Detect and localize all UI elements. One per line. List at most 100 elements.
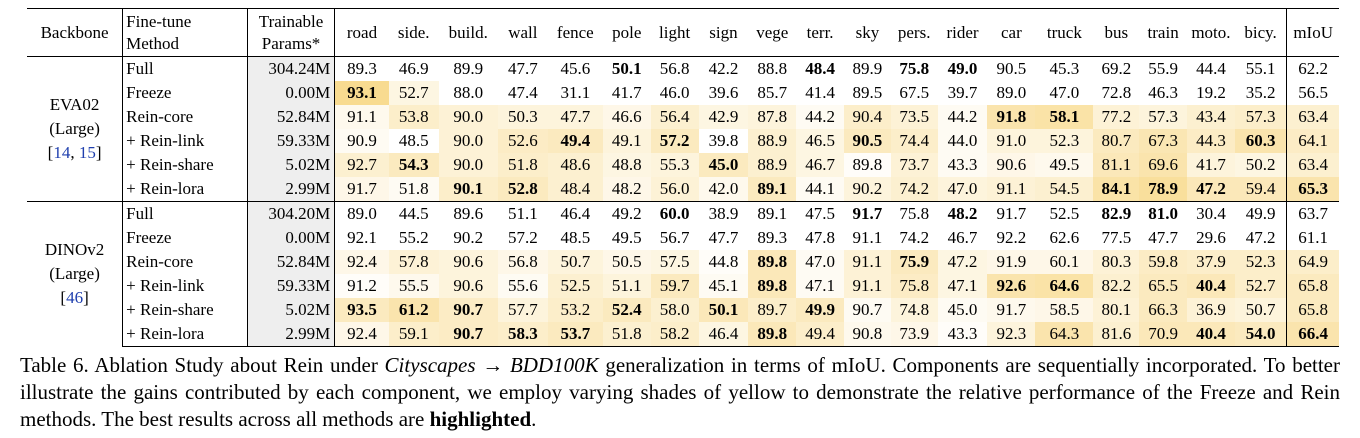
method-cell: Full [122, 56, 248, 81]
value-cell: 52.3 [1035, 129, 1094, 153]
cell-value: 89.7 [757, 300, 788, 319]
cell-value: 55.9 [1148, 59, 1178, 78]
cell-value: 73.7 [899, 155, 930, 174]
cell-value: 57.2 [659, 131, 690, 150]
cell-value: 59.1 [398, 324, 429, 343]
value-cell: 90.0 [438, 153, 498, 177]
cell-value: 49.5 [611, 228, 642, 247]
cell-value: 45.0 [947, 300, 978, 319]
miou-value: 65.3 [1298, 179, 1329, 198]
cell-value: 48.2 [947, 204, 978, 223]
cell-value: 64.6 [1049, 276, 1080, 295]
cell-value: 89.6 [453, 204, 484, 223]
cell-value: 54.3 [398, 155, 429, 174]
cell-value: 58.5 [1049, 300, 1080, 319]
table-row: + Rein-share 5.02M 92.7 54.3 90.0 51.8 48.6 48.… [27, 153, 1339, 177]
backbone-citation: [46] [60, 288, 88, 307]
citation-link[interactable]: 46 [66, 288, 84, 308]
citation-link[interactable]: 14 [53, 143, 71, 162]
cell-value: 47.0 [1049, 83, 1080, 102]
table-row: Rein-core 52.84M 91.1 53.8 90.0 50.3 47.7 46.6 5… [27, 105, 1339, 129]
value-cell: 55.5 [388, 274, 439, 298]
cell-value: 91.1 [852, 252, 883, 271]
cell-value: 53.8 [398, 107, 429, 126]
miou-cell: 56.5 [1287, 81, 1339, 105]
caption-body: generalization in terms of mIoU. Compone… [20, 353, 1340, 431]
value-cell: 81.0 [1139, 201, 1188, 226]
value-cell: 75.8 [890, 201, 938, 226]
value-cell: 59.4 [1234, 177, 1288, 202]
value-cell: 90.5 [987, 57, 1035, 82]
value-cell: 46.5 [796, 129, 845, 153]
value-cell: 91.1 [844, 274, 891, 298]
cell-value: 89.1 [757, 204, 788, 223]
value-cell: 53.2 [547, 298, 603, 322]
cell-value: 54.0 [1245, 324, 1276, 343]
cell-value: 57.5 [659, 252, 690, 271]
miou-value: 65.8 [1298, 276, 1329, 295]
value-cell: 46.6 [602, 105, 651, 129]
cell-value: 42.2 [708, 59, 739, 78]
value-cell: 44.4 [1187, 57, 1235, 82]
caption-source-domain: Cityscapes [384, 353, 476, 377]
value-cell: 44.3 [1187, 129, 1235, 153]
cell-value: 59.7 [659, 276, 690, 295]
cell-value: 50.2 [1245, 155, 1276, 174]
cell-value: 80.7 [1101, 131, 1132, 150]
value-cell: 48.6 [547, 153, 603, 177]
header-class: side. [388, 8, 439, 57]
value-cell: 89.8 [748, 250, 797, 274]
miou-cell: 61.1 [1287, 226, 1339, 250]
miou-value: 64.9 [1298, 252, 1329, 271]
backbone-name: DINOv2 [44, 240, 105, 260]
value-cell: 90.8 [844, 322, 891, 347]
results-table-container: Backbone Fine-tune Method Trainable Para… [27, 8, 1339, 347]
value-cell: 78.9 [1139, 177, 1188, 202]
value-cell: 46.0 [651, 81, 699, 105]
value-cell: 91.0 [987, 129, 1036, 153]
value-cell: 92.4 [334, 322, 389, 347]
cell-value: 84.1 [1101, 179, 1132, 198]
cell-value: 67.5 [899, 83, 930, 102]
value-cell: 89.6 [438, 201, 498, 226]
cell-value: 50.5 [611, 252, 642, 271]
cell-value: 57.8 [398, 252, 429, 271]
value-cell: 42.0 [698, 177, 749, 202]
cell-value: 52.7 [398, 83, 429, 102]
header-class: fence [547, 8, 603, 57]
cell-value: 77.5 [1101, 228, 1132, 247]
value-cell: 44.8 [698, 250, 749, 274]
value-cell: 49.2 [602, 201, 651, 226]
value-cell: 43.3 [937, 322, 988, 347]
value-cell: 50.2 [1234, 153, 1288, 177]
value-cell: 49.0 [938, 57, 988, 82]
value-cell: 49.1 [602, 129, 651, 153]
value-cell: 89.1 [748, 177, 797, 202]
method-cell: + Rein-lora [122, 177, 248, 202]
value-cell: 89.3 [748, 226, 796, 250]
cell-value: 91.1 [852, 276, 883, 295]
citation-link[interactable]: 15 [78, 143, 96, 162]
table-row: + Rein-lora 2.99M 92.4 59.1 90.7 58.3 53.7 51.8… [27, 322, 1339, 347]
params-cell: 2.99M [247, 177, 336, 202]
header-class: bus [1093, 8, 1140, 57]
cell-value: 90.8 [852, 324, 883, 343]
cell-value: 48.5 [560, 228, 591, 247]
value-cell: 50.7 [547, 250, 603, 274]
cell-value: 81.1 [1101, 155, 1132, 174]
cell-value: 80.1 [1101, 300, 1132, 319]
value-cell: 90.1 [438, 177, 498, 202]
header-class: wall [497, 8, 548, 57]
cell-value: 44.2 [805, 107, 835, 126]
cell-value: 90.1 [453, 179, 484, 198]
value-cell: 91.1 [844, 226, 891, 250]
cell-value: 52.4 [611, 300, 642, 319]
cell-value: 44.2 [947, 107, 978, 126]
value-cell: 48.2 [602, 177, 651, 202]
cell-value: 90.0 [453, 131, 484, 150]
value-cell: 47.0 [937, 177, 988, 202]
value-cell: 55.2 [389, 226, 439, 250]
miou-value: 56.5 [1298, 83, 1329, 102]
value-cell: 39.6 [699, 81, 749, 105]
table-row: + Rein-share 5.02M 93.5 61.2 90.7 57.7 53.2 52.… [27, 298, 1339, 322]
